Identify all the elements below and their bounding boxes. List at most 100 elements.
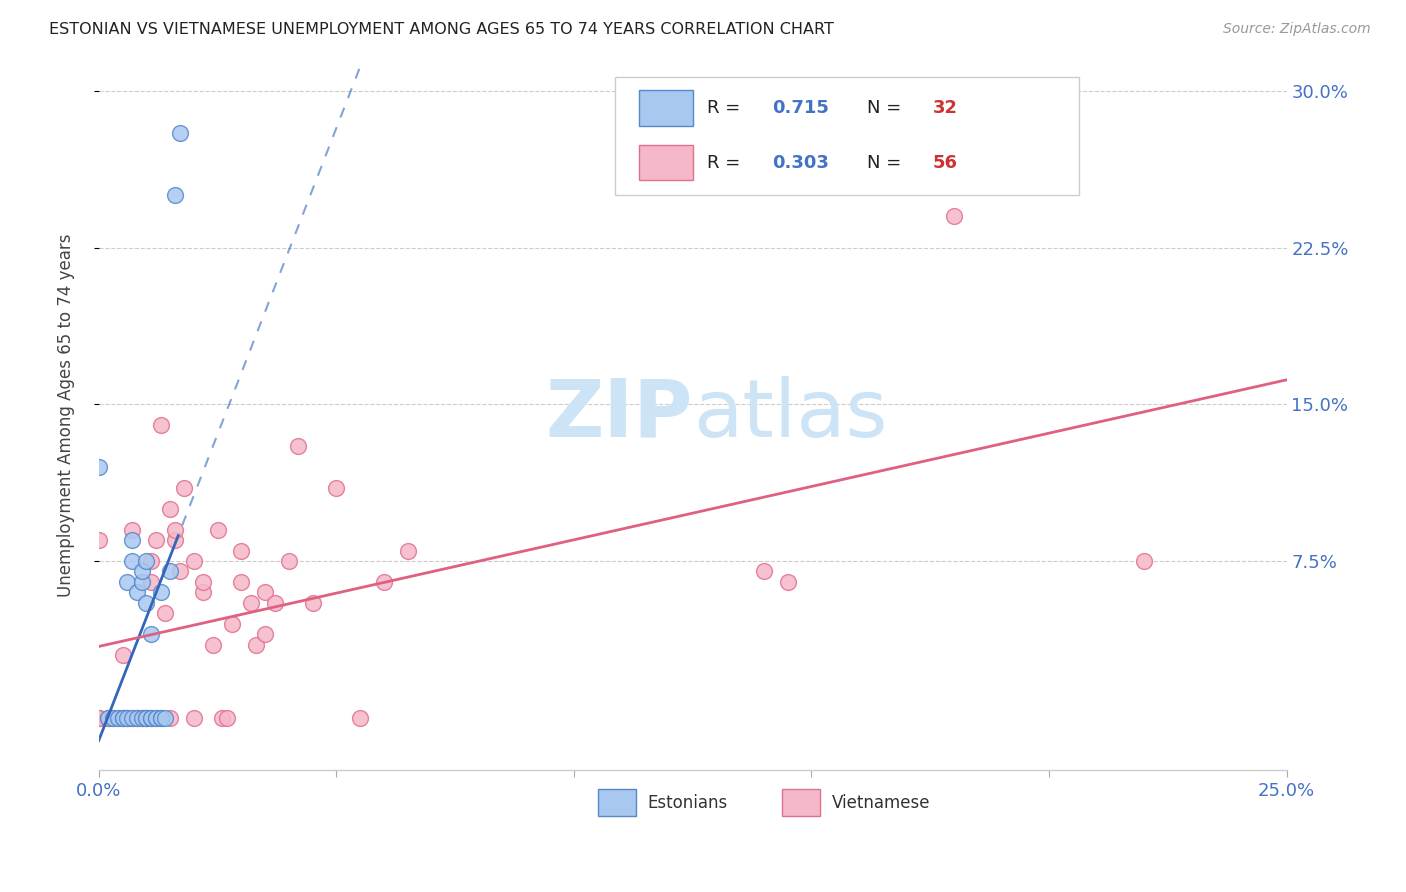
Point (149, 711, 172, 725)
Point (117, 711, 139, 725)
Text: Vietnamese: Vietnamese (832, 794, 931, 812)
Text: Source: ZipAtlas.com: Source: ZipAtlas.com (1223, 22, 1371, 37)
Point (155, 711, 177, 725)
Point (349, 711, 371, 725)
Point (117, 711, 139, 725)
Point (163, 523, 186, 537)
Point (135, 711, 157, 725)
Point (121, 711, 143, 725)
Point (193, 574, 215, 589)
Point (149, 711, 172, 725)
Point (149, 585, 172, 599)
Point (101, 711, 124, 725)
Text: ZIP: ZIP (546, 376, 693, 454)
Point (139, 554, 162, 568)
Point (135, 554, 157, 568)
Point (159, 711, 181, 725)
Point (193, 585, 215, 599)
Point (121, 711, 143, 725)
Point (111, 711, 134, 725)
Point (117, 574, 139, 589)
Point (145, 533, 167, 548)
Point (231, 543, 253, 558)
Point (111, 711, 134, 725)
Point (97, 711, 120, 725)
Point (776, 574, 799, 589)
Point (97, 711, 120, 725)
Point (155, 606, 177, 620)
Point (943, 209, 966, 223)
Point (87, 533, 110, 548)
Point (125, 711, 148, 725)
Point (139, 627, 162, 641)
Point (87, 460, 110, 475)
Text: 0.303: 0.303 (772, 153, 830, 171)
Point (135, 711, 157, 725)
Point (373, 574, 395, 589)
Point (107, 711, 129, 725)
Point (173, 481, 195, 495)
Point (135, 596, 157, 610)
Point (125, 711, 148, 725)
Point (121, 533, 143, 548)
Point (117, 711, 139, 725)
Point (254, 627, 277, 641)
Point (245, 638, 267, 652)
Text: ESTONIAN VS VIETNAMESE UNEMPLOYMENT AMONG AGES 65 TO 74 YEARS CORRELATION CHART: ESTONIAN VS VIETNAMESE UNEMPLOYMENT AMON… (49, 22, 834, 37)
Point (111, 711, 134, 725)
Point (169, 565, 191, 579)
Point (139, 711, 162, 725)
Point (263, 596, 285, 610)
Point (139, 711, 162, 725)
Text: R =: R = (707, 99, 747, 117)
Point (163, 533, 186, 548)
Point (135, 711, 157, 725)
Text: atlas: atlas (693, 376, 887, 454)
Point (101, 711, 124, 725)
Point (301, 596, 323, 610)
Point (163, 188, 186, 202)
Text: 56: 56 (932, 153, 957, 171)
Point (149, 418, 172, 433)
Point (396, 543, 419, 558)
Point (231, 574, 253, 589)
Point (183, 711, 205, 725)
FancyBboxPatch shape (640, 145, 693, 180)
Point (145, 711, 167, 725)
Point (131, 711, 153, 725)
Point (125, 711, 148, 725)
Point (159, 565, 181, 579)
Text: Estonians: Estonians (648, 794, 728, 812)
Point (135, 711, 157, 725)
Point (277, 554, 299, 568)
Point (111, 648, 134, 662)
Point (239, 596, 262, 610)
Point (125, 585, 148, 599)
Point (1133, 554, 1156, 568)
Point (287, 439, 309, 453)
Point (87, 711, 110, 725)
Point (169, 126, 191, 140)
FancyBboxPatch shape (598, 789, 636, 816)
Text: 32: 32 (932, 99, 957, 117)
FancyBboxPatch shape (640, 90, 693, 126)
Point (201, 638, 224, 652)
FancyBboxPatch shape (782, 789, 820, 816)
Point (254, 585, 277, 599)
FancyBboxPatch shape (616, 78, 1078, 194)
Point (87, 711, 110, 725)
Point (145, 711, 167, 725)
Point (121, 523, 143, 537)
Point (183, 554, 205, 568)
Point (207, 523, 229, 537)
Point (752, 565, 775, 579)
Point (325, 481, 347, 495)
Point (107, 711, 129, 725)
Text: N =: N = (868, 99, 907, 117)
Point (131, 711, 153, 725)
Point (131, 565, 153, 579)
Text: 0.715: 0.715 (772, 99, 830, 117)
Point (159, 501, 181, 516)
Point (121, 554, 143, 568)
Point (139, 574, 162, 589)
